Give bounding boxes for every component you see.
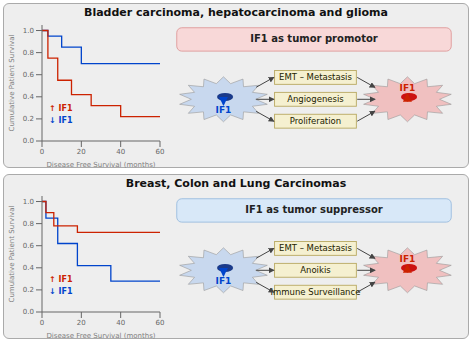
svg-text:↓ IF1: ↓ IF1 [49, 116, 73, 125]
svg-text:IF1: IF1 [400, 254, 416, 264]
svg-text:Cumulative Patient Survival: Cumulative Patient Survival [8, 205, 16, 302]
svg-text:EMT – Metastasis: EMT – Metastasis [279, 72, 352, 82]
svg-text:Disease Free Survival (months): Disease Free Survival (months) [46, 161, 155, 169]
svg-text:20: 20 [77, 148, 86, 156]
svg-text:60: 60 [156, 319, 165, 327]
svg-text:1.0: 1.0 [23, 27, 34, 35]
svg-text:IF1 as tumor promotor: IF1 as tumor promotor [250, 33, 378, 44]
svg-text:0: 0 [40, 319, 44, 327]
svg-text:↑ IF1: ↑ IF1 [49, 104, 73, 113]
html-text:Bladder carcinoma, hepatocarci: Bladder carcinoma, hepatocarcinoma and g… [84, 6, 388, 19]
svg-text:↑ IF1: ↑ IF1 [49, 275, 73, 284]
svg-text:20: 20 [77, 319, 86, 327]
svg-text:Anoikis: Anoikis [300, 265, 331, 275]
svg-text:0.0: 0.0 [23, 308, 34, 316]
html-text:Breast, Colon and Lung Carcino: Breast, Colon and Lung Carcinomas [125, 177, 347, 190]
svg-text:EMT – Metastasis: EMT – Metastasis [279, 243, 352, 253]
svg-text:Cumulative Patient Survival: Cumulative Patient Survival [8, 34, 16, 131]
svg-text:0.2: 0.2 [23, 115, 34, 123]
svg-text:40: 40 [116, 148, 125, 156]
svg-text:Proliferation: Proliferation [290, 116, 341, 126]
svg-text:IF1 as tumor suppressor: IF1 as tumor suppressor [245, 204, 383, 215]
svg-text:IF1: IF1 [216, 276, 232, 286]
svg-text:0.6: 0.6 [23, 71, 35, 79]
svg-text:0: 0 [40, 148, 44, 156]
svg-text:0.8: 0.8 [23, 220, 34, 228]
svg-text:IF1: IF1 [400, 83, 416, 93]
svg-text:1.0: 1.0 [23, 198, 34, 206]
svg-text:0.0: 0.0 [23, 137, 34, 145]
svg-text:40: 40 [116, 319, 125, 327]
svg-text:Immune Surveillance: Immune Surveillance [271, 287, 361, 297]
svg-text:0.4: 0.4 [23, 264, 35, 272]
svg-text:0.2: 0.2 [23, 286, 34, 294]
svg-text:IF1: IF1 [216, 105, 232, 115]
svg-text:Angiogenesis: Angiogenesis [287, 94, 344, 104]
svg-text:↓ IF1: ↓ IF1 [49, 287, 73, 296]
svg-text:60: 60 [156, 148, 165, 156]
svg-text:0.8: 0.8 [23, 49, 34, 57]
svg-text:0.4: 0.4 [23, 93, 35, 101]
svg-text:0.6: 0.6 [23, 242, 35, 250]
svg-text:Disease Free Survival (months): Disease Free Survival (months) [46, 332, 155, 340]
